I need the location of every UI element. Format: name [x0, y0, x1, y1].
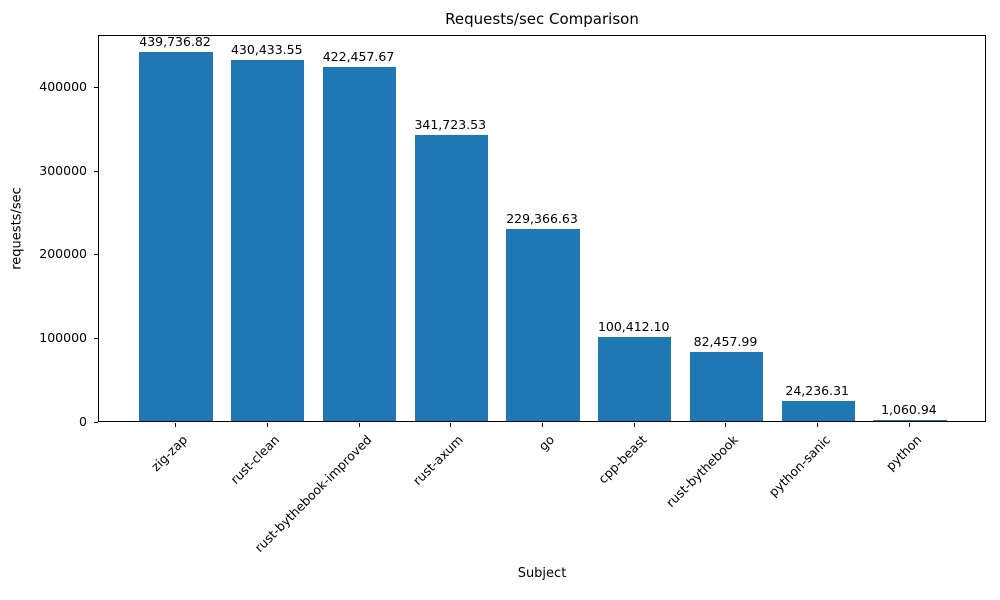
bar-python	[873, 420, 947, 421]
x-tick-mark	[817, 423, 819, 427]
x-axis-label: Subject	[517, 566, 567, 581]
x-tick-label: rust-axum	[409, 432, 466, 488]
x-tick-label: cpp-beast	[594, 432, 650, 487]
y-tick-label: 400000	[39, 78, 87, 94]
plot-area	[98, 35, 986, 422]
bar-rust-bythebook-improved	[322, 67, 397, 421]
x-tick-label: zig-zap	[148, 432, 191, 475]
y-tick-label: 0	[79, 414, 87, 429]
bar-cpp-beast	[598, 337, 672, 421]
y-tick-mark	[94, 422, 98, 423]
bar-zig-zap	[139, 52, 213, 421]
bar-rust-clean	[231, 60, 305, 421]
x-tick-mark	[266, 423, 268, 427]
x-tick-label: go	[535, 432, 558, 454]
x-tick-mark	[633, 423, 635, 427]
x-tick-mark	[450, 423, 452, 427]
x-tick-label: python-sanic	[765, 432, 833, 500]
bar-go	[506, 229, 580, 421]
bar-rust-axum	[414, 135, 488, 421]
chart-title: Requests/sec Comparison	[445, 10, 639, 28]
x-tick-mark	[175, 423, 177, 427]
x-tick-mark	[725, 423, 727, 427]
x-tick-mark	[908, 423, 910, 427]
x-tick-label: rust-bythebook-improved	[251, 432, 375, 555]
x-tick-mark	[358, 423, 360, 427]
y-axis-label: requests/sec	[9, 187, 25, 270]
x-tick-mark	[542, 423, 543, 427]
x-tick-label: rust-clean	[227, 432, 283, 487]
bar-python-sanic	[781, 401, 855, 421]
y-tick-label: 100000	[39, 330, 87, 346]
bar-rust-bythebook	[689, 352, 764, 421]
x-tick-label: python	[883, 432, 925, 474]
x-tick-label: rust-bythebook	[663, 432, 742, 511]
